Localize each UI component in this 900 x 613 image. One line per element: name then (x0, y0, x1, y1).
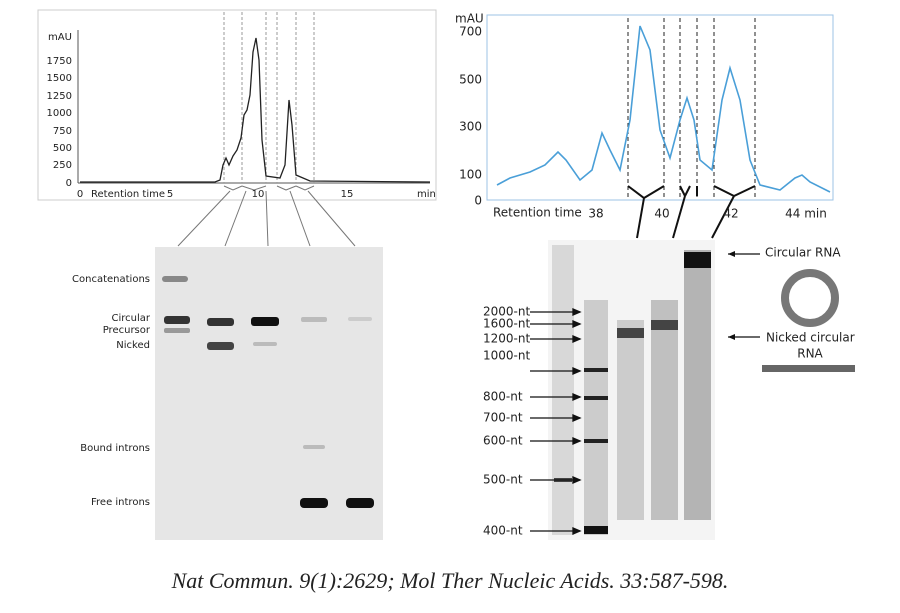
ladder-arrows (530, 308, 582, 535)
y-tick-label: 300 (459, 120, 482, 134)
band-label: Precursor (103, 325, 151, 336)
y-tick-label: 750 (53, 126, 72, 137)
x-axis-label: Retention time (493, 206, 582, 220)
y-axis-label: mAU (48, 32, 72, 43)
annotation: Nicked circular (766, 331, 855, 345)
band-label: Concatenations (72, 274, 150, 285)
y-tick-label: 1500 (47, 73, 72, 84)
x-tick-label: 40 (654, 207, 669, 221)
right-connector-lines (627, 185, 756, 239)
right-annotations (728, 251, 855, 372)
y-tick-label: 500 (53, 143, 72, 154)
circular-rna-icon (781, 269, 839, 327)
y-tick-label: 500 (459, 73, 482, 87)
y-tick-label: 100 (459, 168, 482, 182)
ladder-arrowhead (572, 437, 582, 445)
x-tick-label: 42 (723, 207, 738, 221)
x-tick-label: 15 (341, 189, 354, 200)
annotation: Circular RNA (765, 246, 841, 260)
ladder-label: 700-nt (483, 411, 523, 425)
y-tick-label: 1000 (47, 108, 72, 119)
caption: Nat Commun. 9(1):2629; Mol Ther Nucleic … (171, 568, 729, 593)
y-tick-label: 0 (66, 178, 72, 189)
x-tick-label: 44 min (785, 207, 827, 221)
ladder-arrowhead (572, 320, 582, 328)
x-axis-label: Retention time (91, 189, 165, 200)
ladder-label: 600-nt (483, 434, 523, 448)
linear-rna-icon (762, 365, 855, 372)
band-label: Circular (111, 313, 150, 324)
y-tick-label: 1250 (47, 91, 72, 102)
ladder-label: 500-nt (483, 473, 523, 487)
right-chromatogram-frame (486, 14, 834, 201)
ladder-label: 2000-nt (483, 305, 530, 319)
band-label: Nicked (116, 340, 150, 351)
ladder-arrowhead (572, 308, 582, 316)
right-gel-lanes (552, 245, 711, 535)
left-fraction-lines (223, 12, 315, 183)
y-tick-label: 700 (459, 25, 482, 39)
band-label: Free introns (91, 497, 150, 508)
x-tick-label: 38 (588, 207, 603, 221)
band-label: Bound introns (80, 443, 150, 454)
ladder-arrowhead (572, 414, 582, 422)
ladder-arrowhead (572, 393, 582, 401)
left-connector-lines (177, 185, 356, 247)
x-unit: min (417, 189, 436, 200)
ladder-arrowhead (572, 527, 582, 535)
right-fraction-lines (627, 18, 756, 200)
x-tick-label: 0 (77, 189, 83, 200)
left-gel-bands (162, 276, 374, 508)
left-gel (155, 247, 383, 540)
ladder-arrowhead (572, 476, 582, 484)
ladder-label: 400-nt (483, 524, 523, 538)
ladder-label: 1600-nt (483, 317, 530, 331)
ladder-label: 1000-nt (483, 349, 530, 363)
left-chromatogram-frame (37, 9, 437, 201)
y-tick-label: 250 (53, 160, 72, 171)
left-chromatogram-trace (80, 37, 431, 183)
y-tick-label: 0 (474, 194, 482, 208)
x-tick-label: 5 (167, 189, 173, 200)
x-tick-label: 10 (252, 189, 265, 200)
ladder-label: 1200-nt (483, 332, 530, 346)
ladder-arrowhead (572, 367, 582, 375)
y-tick-label: 1750 (47, 56, 72, 67)
ladder-arrowhead (572, 335, 582, 343)
y-axis-label: mAU (455, 12, 484, 26)
right-chromatogram-trace (496, 25, 831, 193)
annotation: RNA (797, 347, 823, 361)
ladder-label: 800-nt (483, 390, 523, 404)
